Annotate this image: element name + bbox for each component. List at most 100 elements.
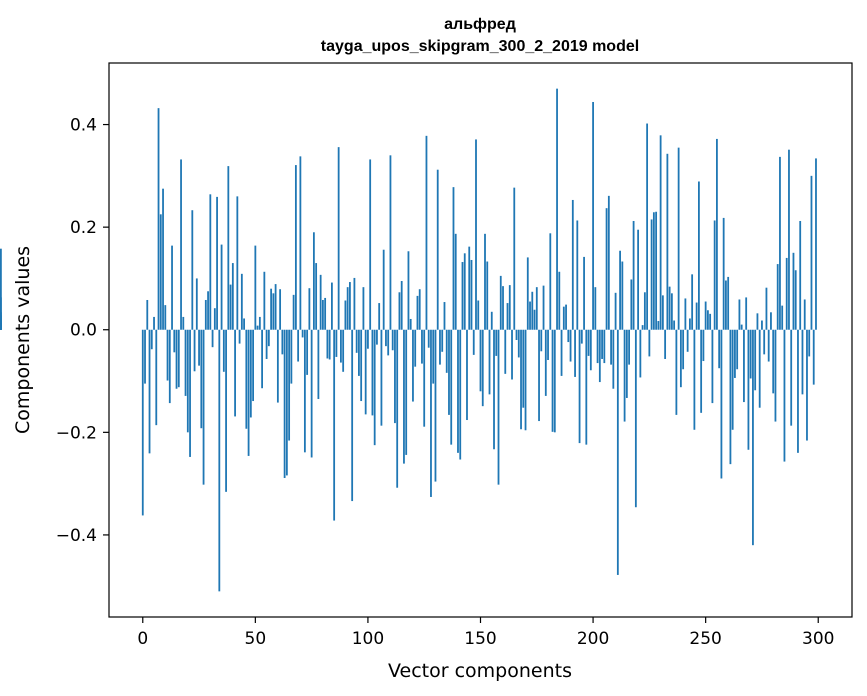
bar (252, 329, 254, 402)
bar (520, 329, 522, 430)
bar (700, 329, 703, 413)
bar (452, 187, 455, 330)
bar (326, 329, 329, 359)
bar (718, 329, 721, 369)
bar (148, 329, 151, 454)
bar (659, 135, 662, 330)
bar (637, 229, 640, 330)
bar (285, 329, 288, 476)
bar (353, 277, 356, 330)
bar (216, 196, 218, 330)
x-axis-ticks: 0 50 100 150 200 250 300 (137, 617, 834, 649)
bar (684, 298, 687, 330)
bar (186, 329, 189, 433)
x-tick-label: 250 (689, 629, 721, 649)
bar (274, 284, 277, 330)
bar (227, 166, 230, 330)
y-tick-label: −0.4 (56, 526, 97, 546)
bar (508, 285, 511, 330)
y-axis-ticks: −0.4 −0.2 0.0 0.2 0.4 (56, 116, 109, 546)
bar (526, 257, 529, 330)
bar (745, 297, 748, 330)
bar (702, 329, 705, 362)
bar (490, 311, 493, 330)
y-axis-label: Components values (12, 246, 34, 434)
bar (184, 329, 187, 396)
bar (150, 329, 153, 350)
bar (337, 147, 340, 330)
bar (774, 329, 777, 422)
bar (168, 329, 171, 404)
bar (661, 295, 664, 330)
bar (321, 299, 324, 330)
bar (475, 139, 477, 330)
bar (679, 329, 682, 388)
bar (713, 220, 716, 330)
bar (155, 329, 158, 426)
bar (596, 329, 599, 364)
bar (781, 305, 784, 330)
bar (716, 138, 718, 330)
bar (709, 313, 712, 330)
bar (675, 329, 678, 415)
bar (439, 329, 441, 365)
bar (666, 153, 669, 330)
bar (727, 276, 730, 330)
bar (333, 329, 336, 521)
bar (634, 329, 637, 508)
bar (529, 301, 531, 330)
bar (432, 329, 435, 384)
bar (481, 329, 484, 407)
bar (159, 214, 162, 330)
bar (387, 329, 390, 356)
bar (603, 329, 606, 364)
bar (535, 287, 538, 330)
bar (461, 262, 464, 330)
bar (144, 329, 146, 384)
bar (736, 329, 739, 370)
bar (799, 220, 802, 330)
bar (414, 329, 417, 367)
bar (472, 329, 475, 355)
bar (792, 252, 795, 330)
bar (740, 324, 743, 330)
bar (162, 188, 164, 330)
bar (707, 310, 709, 330)
bar (324, 297, 327, 330)
bar (382, 249, 385, 330)
bar (380, 329, 383, 426)
bar (506, 303, 509, 330)
bar (290, 329, 293, 384)
bar (643, 292, 646, 330)
bar (664, 329, 667, 359)
bar (234, 329, 236, 417)
bar (711, 329, 714, 404)
bar (650, 219, 653, 330)
bar (400, 281, 403, 330)
bar (517, 329, 520, 358)
bar (499, 275, 502, 330)
plot-frame (108, 62, 853, 618)
bar (351, 329, 354, 502)
bar (574, 329, 576, 377)
bar (783, 329, 786, 462)
bar (468, 246, 471, 330)
bar (698, 181, 700, 330)
bar (677, 147, 680, 330)
bar (421, 329, 423, 364)
bar (504, 329, 507, 374)
bar (540, 329, 543, 352)
bar (738, 299, 741, 330)
bar (812, 329, 815, 385)
bar (610, 329, 612, 365)
bar (364, 329, 367, 415)
bar (466, 329, 468, 421)
bar (407, 251, 410, 330)
bar (443, 302, 446, 330)
bar (810, 175, 813, 330)
bar (182, 316, 185, 330)
bar (367, 329, 369, 349)
bar (801, 329, 804, 395)
bar (770, 312, 772, 330)
